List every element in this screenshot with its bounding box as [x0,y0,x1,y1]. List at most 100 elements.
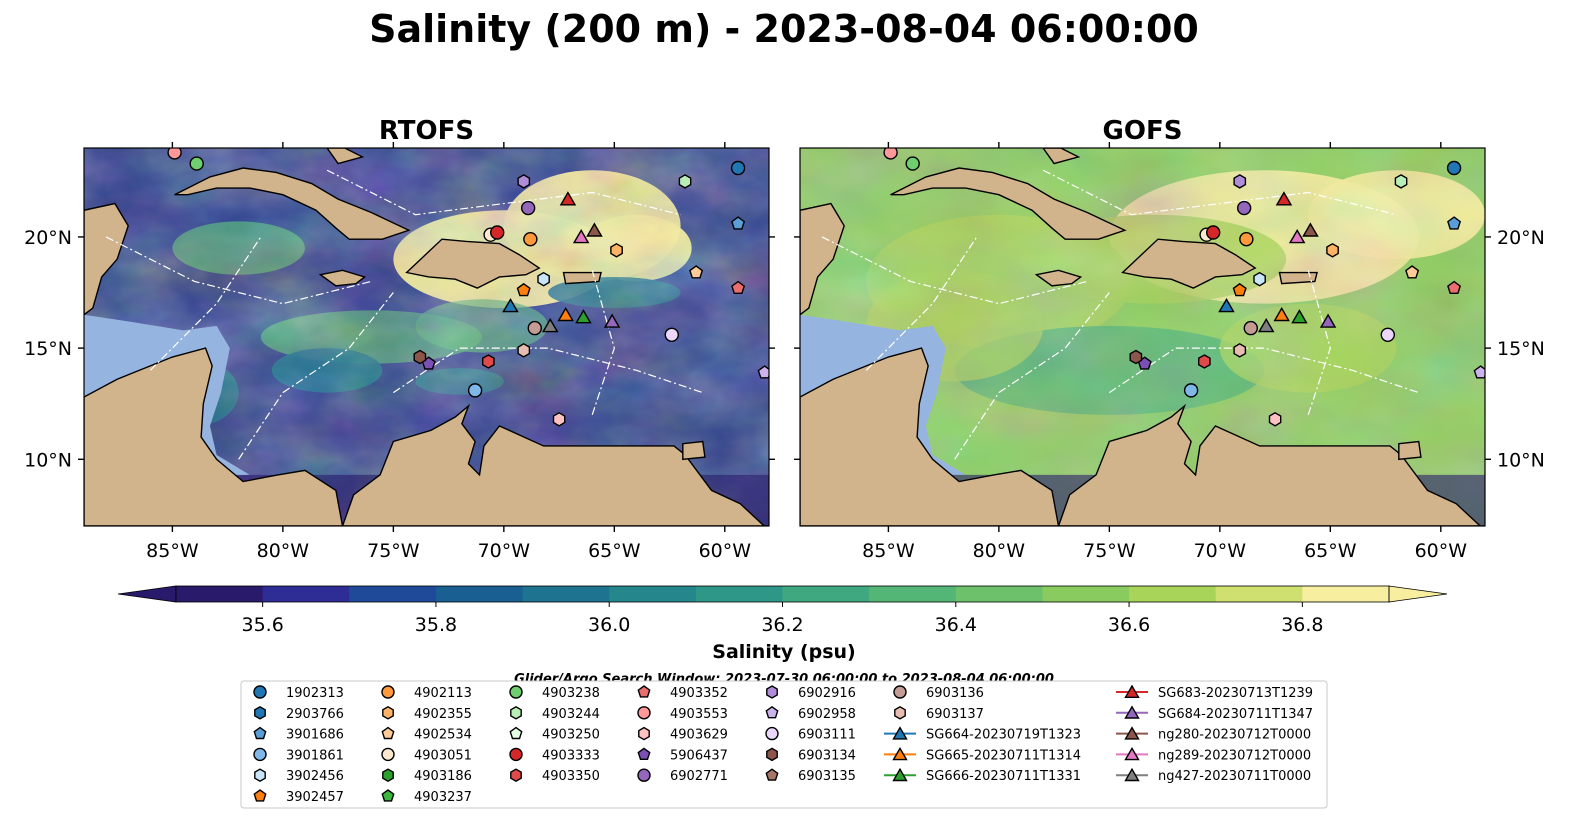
obs-marker-6902771 [1236,200,1252,216]
south-america-land [1057,403,1485,526]
eez-boundary [591,270,615,416]
gofs-map-panel: GOFS 85°W 80°W 75°W 70°W 65°W 60°W 10°N 15°N 20°N [794,116,1545,562]
legend-label: 4903629 [670,728,728,743]
legend-label: 4902355 [414,707,472,722]
legend-marker [766,747,778,762]
obs-marker-4903350 [482,354,495,369]
obs-marker-6902916 [1233,174,1247,189]
yucatan-land [800,202,845,316]
obs-marker-4903333 [490,225,505,240]
legend-marker [637,747,651,760]
legend-label: 4903352 [670,686,728,701]
colorbar-segment [262,586,350,602]
legend-marker [637,706,651,720]
obs-marker-SG683-20230713T1239 [559,191,577,206]
colorbar-segment [1129,586,1217,602]
obs-marker-SG683-20230713T1239 [1275,191,1293,206]
obs-marker-6903111 [1380,327,1395,342]
legend-label: 6903135 [798,769,856,784]
obs-marker-3902457 [516,282,531,297]
panel-title: GOFS [1103,116,1183,146]
legend-label: SG665-20230711T1314 [926,748,1081,763]
legend-marker [253,747,267,762]
cuba-land [174,167,411,240]
legend-label: 6903111 [798,728,856,743]
legend-marker [253,726,267,740]
obs-marker-3901861 [1183,383,1199,398]
legend-label: 1902313 [286,686,344,701]
obs-marker-4902355 [610,242,623,258]
obs-marker-6903134 [413,349,427,365]
obs-marker-1902313 [730,160,746,176]
obs-marker-6902771 [520,200,536,216]
legend-label: 6902771 [670,769,728,784]
colorbar-segment [695,586,783,602]
eez-boundary [954,292,1110,460]
obs-marker-4902113 [523,231,538,247]
colorbar-tick-label: 36.6 [1108,614,1150,636]
yucatan-land [84,202,129,316]
obs-marker-4903350 [1197,354,1211,369]
legend-label: SG683-20230713T1239 [1158,686,1313,701]
legend-label: ng427-20230711T0000 [1158,769,1311,784]
legend-marker [765,726,779,741]
obs-marker-6903137 [1233,342,1247,358]
legend-marker [638,726,650,741]
legend-marker [892,726,908,740]
x-tick-label: 60°W [699,540,752,562]
obs-marker-6903137 [517,342,531,358]
obs-marker-4903238 [905,156,920,171]
jamaica-land [318,269,367,287]
jamaica-land [1034,269,1083,287]
legend-marker [381,726,395,740]
x-tick-label: 75°W [1083,540,1136,562]
central-america-land [84,347,344,526]
legend-label: 3901861 [286,748,344,763]
obs-marker-3902457 [1232,282,1247,297]
legend-marker [253,789,267,802]
legend-label: SG664-20230719T1323 [926,728,1081,743]
legend-marker [894,705,906,720]
legend-marker [254,705,266,720]
eez-boundary [821,236,1088,305]
x-tick-label: 65°W [588,540,641,562]
legend-label: SG684-20230711T1347 [1158,707,1313,722]
colorbar-segment [1042,586,1130,602]
obs-marker-ng427-20230711T0000 [1257,318,1275,333]
legend-marker [510,705,522,720]
obs-marker-SG666-20230711T1331 [1291,309,1308,324]
legend-label: 6903134 [798,748,856,763]
legend-label: 6902958 [798,707,856,722]
obs-marker-4902534 [689,265,704,279]
puerto-rico-land [562,271,602,285]
legend-marker [509,685,523,699]
legend-label: 4903250 [542,728,600,743]
map-content [84,148,769,526]
legend-marker [509,747,523,762]
legend-marker [382,768,394,783]
legend-label: 4903333 [542,748,600,763]
obs-marker-4903629 [552,411,566,427]
obs-marker-4903244 [678,174,692,189]
eez-boundary [149,236,262,371]
legend-marker [766,685,778,699]
colorbar-segment [349,586,437,602]
legend-marker [892,747,908,761]
obs-marker-SG684-20230711T1347 [603,313,621,328]
colorbar-segment [435,586,524,602]
colorbar-tick-label: 35.6 [241,614,283,636]
hispaniola-land [405,238,541,289]
eez-boundary [1109,347,1419,394]
rtofs-map-panel: RTOFS 85°W 80°W 75°W 70°W 65°W 60°W 10°N 15°N 20°… [24,116,775,562]
obs-marker-SG665-20230711T1314 [1273,306,1290,322]
colorbar-segment [522,586,610,602]
puerto-rico-land [1278,271,1318,285]
legend-marker [381,685,395,699]
cuba-land [890,167,1127,240]
colorbar-segment [176,586,264,602]
legend-marker [1124,747,1140,761]
obs-marker-6903136 [1243,320,1258,336]
legend-marker [1124,767,1140,782]
x-tick-label: 60°W [1415,540,1468,562]
